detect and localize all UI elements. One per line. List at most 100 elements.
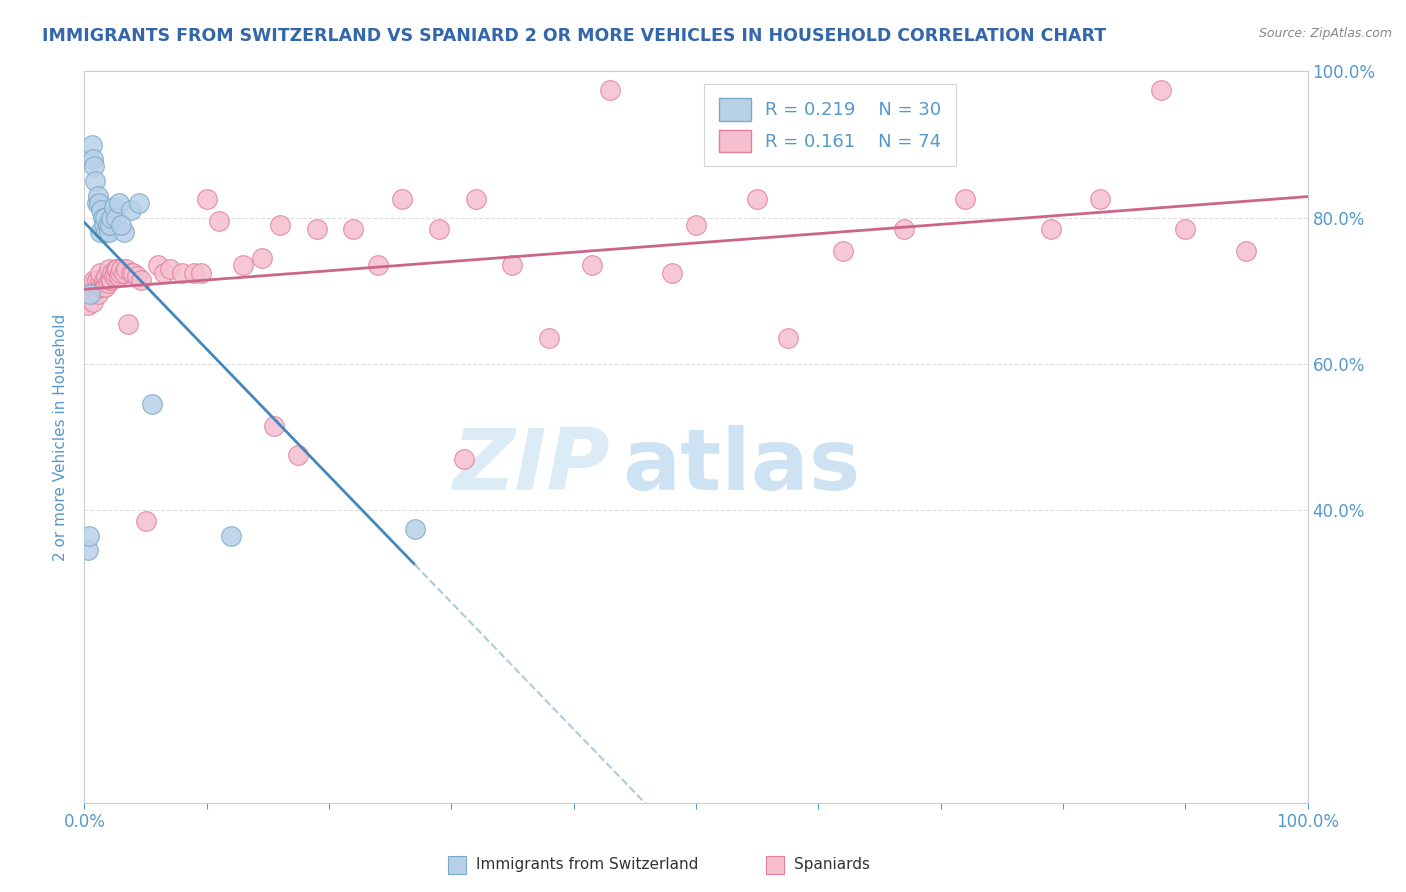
Point (404, 521, 426, 535)
Point (208, 214, 231, 228)
Point (93, 218, 115, 232)
Point (87, 280, 110, 294)
Point (232, 258, 254, 272)
Point (599, 83, 621, 97)
Point (107, 196, 129, 211)
Point (367, 258, 389, 272)
Point (115, 261, 138, 276)
Point (269, 218, 291, 232)
Text: atlas: atlas (623, 425, 860, 508)
Point (108, 266, 131, 280)
Point (125, 269, 148, 284)
Point (183, 266, 205, 280)
Point (1150, 83, 1173, 97)
Point (91, 211, 114, 225)
Text: Spaniards: Spaniards (794, 857, 870, 872)
Point (82, 152, 104, 166)
Text: ZIP: ZIP (453, 425, 610, 508)
Point (263, 419, 285, 434)
Point (172, 266, 194, 280)
Point (91, 280, 114, 294)
Point (96, 269, 118, 284)
Point (464, 193, 486, 207)
Point (893, 221, 915, 235)
Point (104, 266, 127, 280)
Legend: R = 0.219    N = 30, R = 0.161    N = 74: R = 0.219 N = 30, R = 0.161 N = 74 (704, 84, 956, 166)
Point (94, 211, 117, 225)
Point (219, 529, 242, 543)
Point (97, 277, 120, 291)
Point (661, 266, 683, 280)
Point (93, 273, 115, 287)
Point (581, 258, 603, 272)
Point (250, 251, 273, 265)
Point (117, 317, 139, 331)
Point (89, 273, 111, 287)
Point (100, 211, 122, 225)
Point (190, 266, 212, 280)
Point (82, 294, 104, 309)
Text: IMMIGRANTS FROM SWITZERLAND VS SPANIARD 2 OR MORE VEHICLES IN HOUSEHOLD CORRELAT: IMMIGRANTS FROM SWITZERLAND VS SPANIARD … (42, 27, 1107, 45)
Point (80, 287, 103, 301)
Point (96, 225, 118, 239)
Point (1039, 221, 1062, 235)
Point (685, 218, 707, 232)
Point (153, 266, 176, 280)
Point (765, 858, 787, 872)
Point (105, 261, 128, 276)
Point (953, 193, 976, 207)
Point (342, 221, 364, 235)
Point (105, 261, 128, 276)
Point (502, 258, 524, 272)
Point (93, 280, 115, 294)
Point (120, 203, 142, 218)
Point (141, 397, 163, 411)
Text: Source: ZipAtlas.com: Source: ZipAtlas.com (1258, 27, 1392, 40)
Point (446, 858, 468, 872)
Point (86, 273, 108, 287)
Point (135, 514, 157, 528)
Point (87, 196, 110, 211)
Point (1088, 193, 1111, 207)
Point (427, 221, 450, 235)
Point (94, 280, 117, 294)
Point (103, 200, 125, 214)
Point (453, 452, 475, 467)
Point (90, 203, 112, 218)
Point (79, 280, 101, 294)
Point (305, 221, 328, 235)
Point (86, 196, 108, 211)
Point (100, 273, 122, 287)
Point (87, 188, 110, 202)
Point (105, 211, 128, 225)
Point (110, 218, 132, 232)
Text: Immigrants from Switzerland: Immigrants from Switzerland (475, 857, 699, 872)
Point (97, 225, 120, 239)
Point (1174, 221, 1197, 235)
Point (89, 225, 111, 239)
Point (538, 331, 561, 345)
Point (101, 266, 124, 280)
Point (77, 529, 100, 543)
Point (83, 160, 105, 174)
Point (84, 174, 107, 188)
Point (129, 273, 152, 287)
Point (120, 266, 142, 280)
Point (1236, 244, 1258, 258)
Point (79, 287, 101, 301)
Point (128, 196, 150, 211)
Point (77, 543, 100, 558)
Point (287, 448, 309, 462)
Y-axis label: 2 or more Vehicles in Household: 2 or more Vehicles in Household (53, 313, 69, 561)
Point (159, 261, 181, 276)
Point (103, 269, 125, 284)
Point (90, 280, 112, 294)
Point (76, 287, 98, 301)
Point (776, 331, 799, 345)
Point (122, 266, 145, 280)
Point (98, 218, 121, 232)
Point (112, 225, 135, 239)
Point (84, 284, 107, 298)
Point (146, 258, 169, 272)
Point (112, 266, 135, 280)
